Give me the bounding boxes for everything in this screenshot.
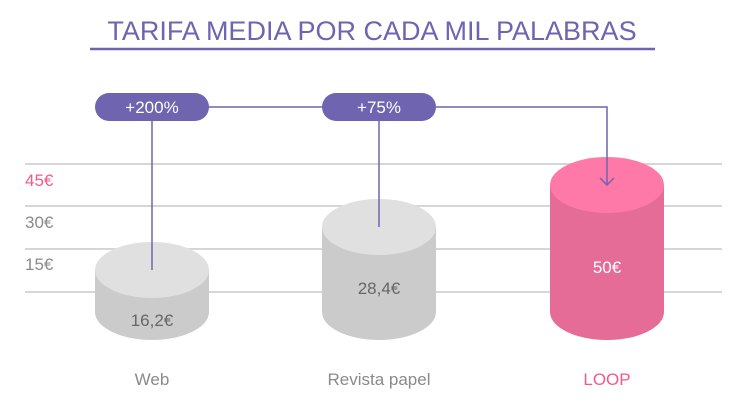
pill-background xyxy=(322,93,436,121)
y-tick-label: 45€ xyxy=(25,171,54,190)
pill-label: +200% xyxy=(125,98,178,117)
annotation-pill: +75% xyxy=(322,93,436,121)
y-tick-label: 15€ xyxy=(25,255,54,274)
annotation-pill: +200% xyxy=(95,93,209,121)
y-tick-label: 30€ xyxy=(25,213,54,232)
arrow-line xyxy=(436,106,608,185)
pill-label: +75% xyxy=(357,98,401,117)
arrow-head-icon xyxy=(599,177,615,187)
bar-revista-papel: 28,4€ Revista papel xyxy=(322,199,436,389)
cylinder-body xyxy=(550,185,664,340)
data-label: 28,4€ xyxy=(358,279,401,298)
category-label: LOOP xyxy=(583,370,630,389)
cylinder-body xyxy=(322,227,436,340)
chart-title: TARIFA MEDIA POR CADA MIL PALABRAS xyxy=(107,16,636,46)
data-label: 50€ xyxy=(593,258,622,277)
category-label: Revista papel xyxy=(327,370,430,389)
bar-loop: 50€ LOOP xyxy=(550,157,664,389)
pill-background xyxy=(95,93,209,121)
data-label: 16,2€ xyxy=(131,311,174,330)
category-label: Web xyxy=(135,370,170,389)
